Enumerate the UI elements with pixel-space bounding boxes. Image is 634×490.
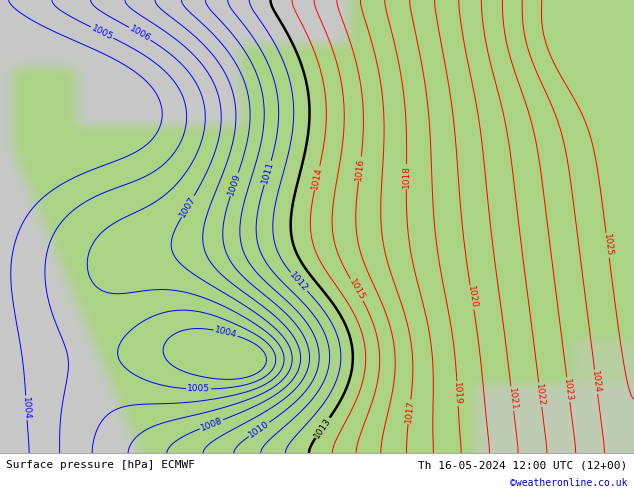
- Text: 1021: 1021: [507, 387, 518, 411]
- Text: 1019: 1019: [453, 382, 463, 405]
- Text: 1017: 1017: [404, 400, 415, 424]
- Text: 1010: 1010: [247, 419, 271, 440]
- Text: 1020: 1020: [466, 285, 478, 309]
- Text: 1008: 1008: [199, 416, 224, 433]
- Text: 1004: 1004: [22, 396, 32, 419]
- Text: 1015: 1015: [347, 277, 366, 302]
- Text: 1011: 1011: [261, 160, 275, 185]
- Text: 1025: 1025: [602, 234, 614, 257]
- Text: Surface pressure [hPa] ECMWF: Surface pressure [hPa] ECMWF: [6, 460, 195, 470]
- Text: 1018: 1018: [402, 165, 411, 188]
- Text: 1007: 1007: [178, 195, 198, 219]
- Text: 1022: 1022: [534, 383, 546, 407]
- Text: 1006: 1006: [127, 24, 152, 43]
- Text: 1024: 1024: [590, 370, 602, 393]
- Text: 1013: 1013: [313, 416, 333, 440]
- Text: 1012: 1012: [288, 270, 310, 294]
- Text: 1016: 1016: [354, 157, 366, 181]
- Text: 1009: 1009: [226, 172, 242, 197]
- Text: 1014: 1014: [310, 166, 324, 190]
- Text: Th 16-05-2024 12:00 UTC (12+00): Th 16-05-2024 12:00 UTC (12+00): [418, 460, 628, 470]
- Text: ©weatheronline.co.uk: ©weatheronline.co.uk: [510, 478, 628, 489]
- Text: 1023: 1023: [562, 378, 574, 401]
- Text: 1004: 1004: [214, 325, 238, 340]
- Text: 1005: 1005: [187, 384, 210, 393]
- Text: 1005: 1005: [90, 24, 114, 42]
